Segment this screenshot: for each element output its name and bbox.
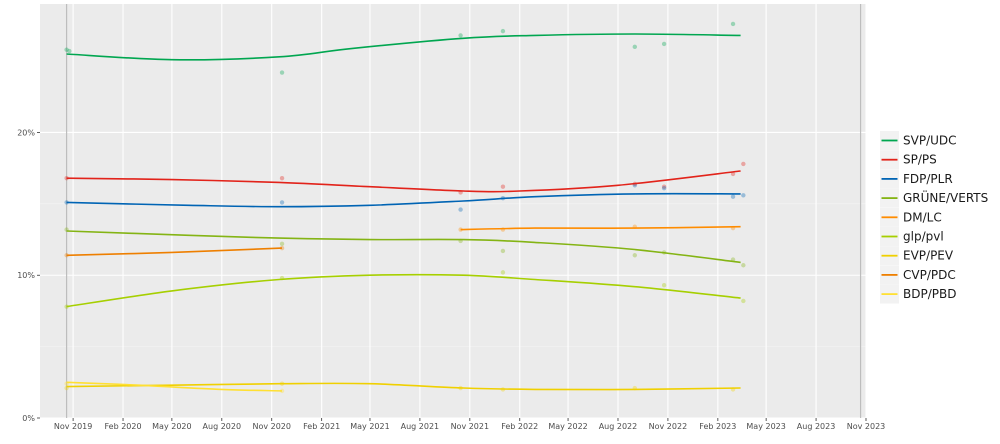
y-tick-label: 20% [17,128,35,137]
poll-point [279,200,285,205]
poll-point [279,245,285,251]
legend-label: glp/pvl [903,230,944,244]
legend-label: SVP/UDC [903,134,957,148]
poll-point [741,263,746,268]
poll-point [661,185,667,191]
x-tick-label: Nov 2023 [847,422,886,431]
x-tick-label: Nov 2022 [649,422,688,431]
poll-point [661,184,667,189]
poll-point [500,248,506,254]
trend-line-cvp-pdc [66,247,283,257]
x-tick-label: May 2023 [746,422,785,431]
poll-point [279,175,285,181]
poll-point [64,253,69,258]
trend-line-bdp-pbd [66,381,283,392]
x-tick-label: May 2022 [548,422,587,431]
poll-point [458,33,463,38]
y-tick-label: 0% [22,414,35,423]
poll-point [64,200,69,205]
x-tick-label: May 2021 [350,422,389,431]
x-tick-label: Aug 2023 [797,422,836,431]
trend-line-gr-ne-verts [66,230,741,264]
x-tick-label: Feb 2021 [303,422,340,431]
poll-point [458,227,463,232]
x-tick-label: Nov 2019 [54,422,93,431]
poll-point [64,304,69,309]
trend-line-glp-pvl [66,273,741,308]
poll-point [279,70,285,75]
poll-point [741,193,746,198]
poll-point [279,388,285,394]
reference-lines [65,4,862,418]
poll-point [741,161,746,167]
grid-minor [40,203,866,347]
y-tick-label: 10% [17,271,35,280]
poll-point [730,21,736,27]
trend-line-fdp-plr [66,192,741,208]
legend-label: EVP/PEV [903,249,954,263]
x-tick-label: Nov 2021 [451,422,490,431]
x-tick-label: May 2020 [152,422,191,431]
y-axis: 0% 10% 20% [17,128,40,423]
x-tick-label: Feb 2022 [501,422,538,431]
poll-points [64,21,746,394]
poll-point [500,28,506,34]
legend-label: DM/LC [903,210,942,224]
poll-point [741,298,746,304]
x-tick-label: Nov 2020 [252,422,291,431]
poll-point [730,194,736,199]
x-tick-label: Feb 2023 [699,422,736,431]
trend-lines [66,33,741,392]
x-tick-label: Aug 2021 [401,422,440,431]
poll-point [64,175,69,181]
trend-line-svp-udc [66,33,741,61]
poll-point [500,270,506,275]
poll-point [279,241,285,247]
poll-point [661,283,667,288]
poll-point [67,48,72,54]
poll-point [661,41,667,47]
legend-label: BDP/PBD [903,287,956,301]
x-tick-label: Feb 2020 [104,422,141,431]
trend-line-sp-ps [66,170,741,193]
legend-label: GRÜNE/VERTS [903,189,988,205]
legend-label: CVP/PDC [903,268,956,282]
legend-label: FDP/PLR [903,172,953,186]
x-axis: Nov 2019 Feb 2020 May 2020 Aug 2020 Nov 2020… [54,418,885,431]
poll-point [632,253,638,258]
x-tick-label: Aug 2022 [599,422,638,431]
legend-label: SP/PS [903,153,937,167]
poll-point [64,47,69,52]
legend: SVP/UDC SP/PS FDP/PLR GRÜNE/VERTS DM/LC glp/p… [880,131,988,304]
trend-line-evp-pev [66,382,741,391]
poll-point [458,207,463,212]
trend-line-dm-lc [460,225,741,231]
poll-point [632,44,638,50]
grid-major [40,4,867,419]
panel-background [40,4,866,418]
x-tick-label: Aug 2020 [203,422,242,431]
poll-point [500,184,506,189]
